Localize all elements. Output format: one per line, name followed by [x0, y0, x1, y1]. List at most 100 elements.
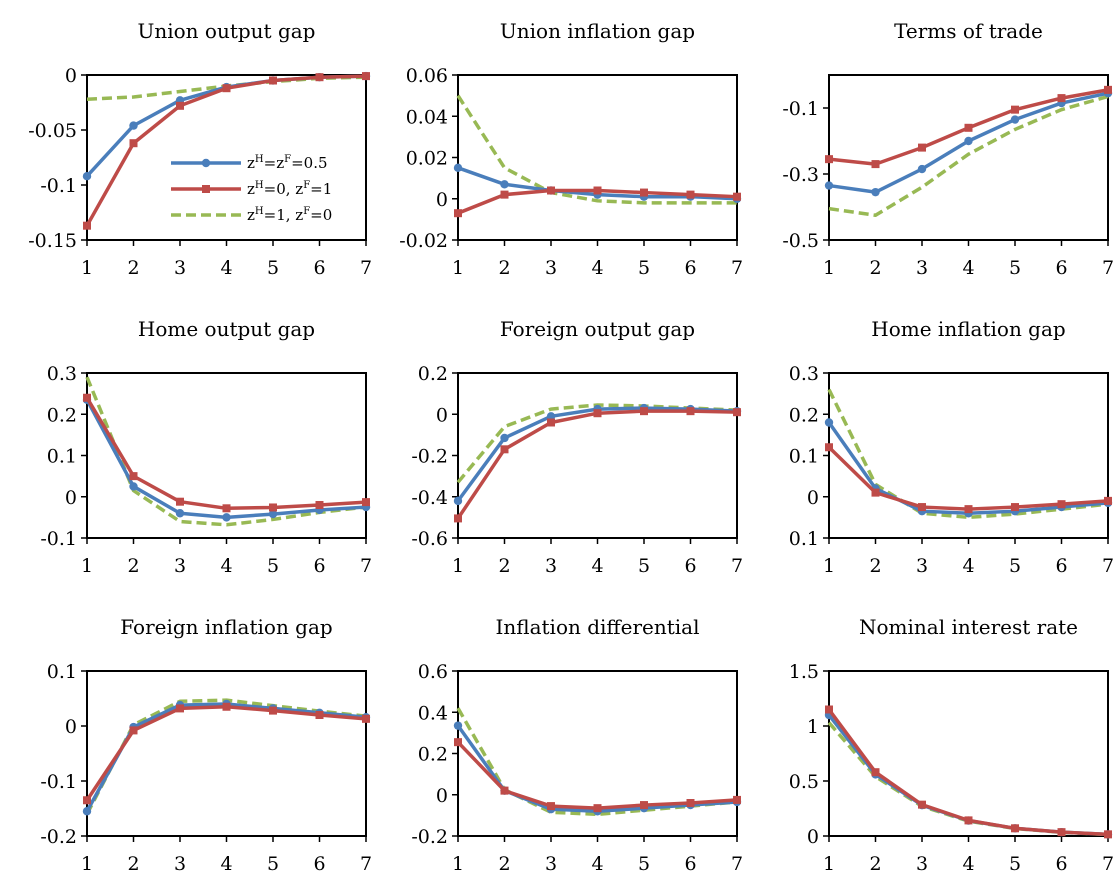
data-point — [824, 181, 834, 190]
x-tick-label: 6 — [1055, 853, 1067, 875]
x-tick-label: 3 — [916, 257, 928, 279]
x-tick-label: 1 — [823, 555, 835, 577]
x-tick-label: 2 — [498, 257, 510, 279]
y-tick-label: 0.3 — [47, 363, 77, 385]
data-point — [733, 408, 741, 417]
y-tick-label: -0.2 — [40, 826, 77, 848]
data-point — [82, 807, 92, 816]
data-point — [964, 136, 973, 146]
chart-title: Nominal interest rate — [859, 615, 1078, 639]
x-tick-label: 4 — [591, 257, 603, 279]
series-line — [827, 388, 1109, 520]
data-point — [83, 796, 91, 805]
chart-svg: Terms of trade -0.1 -0.3 -0.51 2 3 4 5 6 7 — [782, 19, 1114, 279]
data-point — [1011, 824, 1019, 833]
y-tick-label: -0.02 — [399, 230, 448, 252]
x-tick-label: 7 — [731, 555, 743, 577]
x-tick-label: 4 — [591, 555, 603, 577]
chart-svg: Home output gap 0.3 0.2 0.1 0 -0.11 2 3 4 5 6 7 — [40, 317, 372, 577]
chart-svg: Foreign inflation gap 0.1 0 -0.1 -0.21 2 3 4 5 6 7 — [40, 615, 372, 875]
chart-svg: Foreign output gap 0.2 0 -0.2 -0.4 -0.61 2 3 4 5 6… — [411, 317, 743, 577]
data-point — [917, 164, 927, 174]
y-tick-label: -0.15 — [28, 230, 77, 252]
series-line — [828, 94, 1109, 217]
x-tick-label: 1 — [452, 555, 464, 577]
x-tick-label: 3 — [916, 853, 928, 875]
y-tick-label: 1 — [807, 716, 819, 738]
x-tick-label: 1 — [823, 257, 835, 279]
x-tick-label: 4 — [591, 853, 603, 875]
y-tick-label: -0.4 — [411, 487, 448, 509]
y-tick-label: 0.04 — [406, 106, 448, 128]
series-line — [85, 396, 367, 511]
x-tick-label: 1 — [81, 555, 93, 577]
y-tick-label: 0.3 — [789, 363, 819, 385]
x-tick-label: 5 — [267, 853, 279, 875]
data-point — [1057, 828, 1066, 837]
y-tick-label: -0.1 — [782, 98, 819, 120]
y-tick-label: 0.6 — [418, 661, 448, 683]
data-point — [1104, 496, 1112, 505]
x-tick-label: 2 — [498, 853, 510, 875]
x-tick-label: 1 — [823, 853, 835, 875]
data-point — [1010, 115, 1020, 124]
chart-title: Terms of trade — [894, 19, 1043, 43]
data-point — [175, 509, 185, 518]
data-point — [454, 738, 462, 747]
x-tick-label: 6 — [684, 853, 696, 875]
x-tick-label: 6 — [313, 555, 325, 577]
data-point — [1011, 503, 1019, 512]
series-line — [456, 740, 738, 810]
data-point — [362, 498, 370, 507]
data-point — [362, 714, 370, 723]
x-tick-label: 2 — [127, 257, 139, 279]
data-point — [871, 160, 880, 169]
data-point — [83, 221, 91, 230]
data-point — [964, 505, 973, 514]
chart-title: Union inflation gap — [500, 19, 695, 43]
plot-area — [457, 74, 738, 241]
data-point — [871, 187, 880, 197]
y-tick-label: 0.2 — [418, 363, 448, 385]
series-line — [827, 421, 1109, 515]
legend-marker — [202, 185, 210, 193]
y-tick-label: 0 — [807, 487, 819, 509]
x-tick-label: 4 — [220, 853, 232, 875]
plot-area — [828, 670, 1109, 837]
y-tick-label: -0.2 — [411, 826, 448, 848]
x-tick-label: 4 — [220, 555, 232, 577]
y-tick-label: -0.05 — [28, 120, 77, 142]
chart-title: Foreign inflation gap — [120, 615, 332, 639]
y-tick-label: 0 — [65, 65, 77, 87]
x-tick-label: 3 — [174, 257, 186, 279]
x-tick-label: 3 — [174, 853, 186, 875]
y-tick-label: 0 — [436, 785, 448, 807]
data-point — [1104, 830, 1112, 839]
series-line — [85, 398, 367, 520]
y-tick-label: 1.5 — [789, 661, 819, 683]
data-point — [593, 409, 602, 418]
x-tick-label: 6 — [684, 257, 696, 279]
x-tick-label: 7 — [1102, 853, 1114, 875]
data-point — [500, 180, 509, 189]
data-point — [686, 407, 695, 416]
y-tick-label: -0.1 — [40, 175, 77, 197]
series-line — [456, 707, 738, 817]
x-tick-label: 4 — [962, 555, 974, 577]
data-point — [918, 143, 926, 152]
plot-area — [86, 670, 367, 837]
data-point — [269, 706, 277, 715]
chart-svg: Union inflation gap 0.06 0.04 0.02 0 -0.021 2 3… — [399, 19, 743, 279]
data-point — [222, 504, 231, 513]
y-tick-label: 0.02 — [406, 148, 448, 170]
data-point — [269, 76, 277, 85]
x-tick-label: 2 — [127, 555, 139, 577]
y-tick-label: 0 — [436, 404, 448, 426]
series-line — [85, 376, 367, 527]
y-tick-label: 0 — [436, 189, 448, 211]
data-point — [1104, 85, 1112, 94]
y-tick-label: 0.1 — [789, 528, 819, 550]
data-point — [1057, 94, 1066, 103]
